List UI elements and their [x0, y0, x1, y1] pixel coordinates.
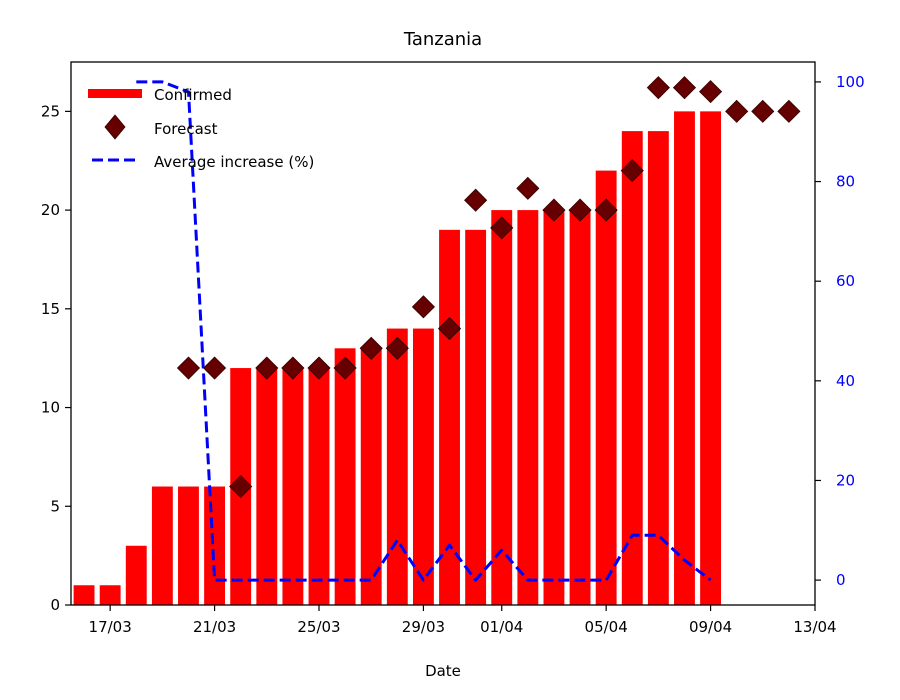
forecast-markers-layer	[176, 76, 801, 499]
forecast-marker	[281, 356, 305, 380]
forecast-marker	[777, 99, 801, 123]
x-tick-label: 05/04	[585, 618, 628, 636]
forecast-marker	[411, 295, 435, 319]
forecast-marker	[725, 99, 749, 123]
bar-confirmed	[517, 210, 539, 605]
forecast-marker	[464, 188, 488, 212]
legend-swatch-forecast	[104, 114, 126, 140]
x-axis: 17/03 21/03 25/03 29/03 01/04 05/04 09/04 13/04	[89, 605, 837, 636]
forecast-marker	[359, 336, 383, 360]
bar-confirmed	[256, 368, 278, 605]
y-right-tick-label: 0	[836, 571, 846, 589]
bar-confirmed	[674, 111, 695, 605]
y-left-tick-label: 10	[41, 399, 60, 417]
bar-confirmed	[647, 131, 669, 606]
forecast-marker	[751, 99, 775, 123]
bars-layer	[73, 111, 722, 606]
y-right-tick-label: 100	[836, 73, 865, 91]
y-left-tick-label: 25	[41, 102, 60, 120]
bar-confirmed	[439, 229, 460, 605]
forecast-marker	[176, 356, 201, 380]
y-left-tick-label: 20	[41, 201, 60, 219]
forecast-marker	[203, 356, 227, 380]
forecast-marker	[542, 198, 566, 222]
plot-frame	[70, 61, 816, 606]
bar-confirmed	[700, 111, 722, 605]
forecast-marker	[333, 356, 357, 380]
bar-confirmed	[99, 585, 121, 605]
forecast-marker	[516, 176, 540, 200]
bar-confirmed	[282, 368, 304, 605]
x-axis-label: Date	[425, 662, 461, 680]
bar-confirmed	[569, 210, 591, 605]
bar-confirmed	[334, 348, 356, 605]
forecast-marker	[307, 356, 331, 380]
legend: Confirmed Forecast Average increase (%)	[88, 86, 314, 171]
x-tick-label: 17/03	[89, 618, 132, 636]
forecast-marker	[672, 76, 697, 100]
y-left-tick-label: 15	[41, 300, 60, 318]
forecast-marker	[646, 76, 670, 100]
legend-swatch-confirmed	[88, 89, 142, 98]
legend-label-confirmed: Confirmed	[154, 86, 232, 104]
legend-label-forecast: Forecast	[154, 120, 218, 138]
forecast-marker	[229, 474, 253, 499]
bar-confirmed	[412, 328, 434, 605]
bar-confirmed	[360, 348, 382, 605]
bar-confirmed	[491, 210, 513, 605]
bar-confirmed	[125, 545, 147, 605]
bar-confirmed	[204, 486, 226, 605]
chart-title: Tanzania	[403, 29, 482, 50]
forecast-marker	[620, 159, 644, 183]
bar-confirmed	[151, 486, 173, 605]
x-tick-label: 09/04	[689, 618, 732, 636]
y-right-tick-label: 60	[836, 272, 855, 290]
forecast-marker	[437, 316, 462, 341]
x-tick-label: 21/03	[193, 618, 236, 636]
bar-confirmed	[621, 131, 643, 606]
bar-confirmed	[595, 170, 617, 605]
y-left-tick-label: 0	[50, 596, 60, 614]
average-line-layer	[136, 80, 712, 582]
bar-confirmed	[543, 210, 565, 605]
y-left-tick-label: 5	[50, 497, 60, 515]
average-increase-line	[136, 80, 712, 582]
x-tick-label: 29/03	[402, 618, 445, 636]
forecast-marker	[490, 216, 514, 240]
forecast-marker	[594, 198, 618, 222]
forecast-marker	[385, 336, 409, 360]
forecast-marker	[255, 356, 279, 380]
forecast-marker	[699, 80, 723, 104]
y-axis-left: 0 5 10 15 20 25	[41, 102, 71, 614]
y-right-tick-label: 40	[836, 372, 855, 390]
bar-confirmed	[465, 229, 487, 605]
bar-confirmed	[386, 328, 408, 605]
y-right-tick-label: 80	[836, 173, 855, 191]
x-tick-label: 25/03	[297, 618, 340, 636]
x-tick-label: 01/04	[480, 618, 523, 636]
bar-confirmed	[308, 368, 330, 605]
y-axis-right: 0 20 40 60 80 100	[815, 73, 865, 589]
bar-confirmed	[178, 486, 199, 605]
bar-confirmed	[73, 585, 95, 605]
y-right-tick-label: 20	[836, 471, 855, 489]
x-tick-label: 13/04	[793, 618, 836, 636]
legend-label-average: Average increase (%)	[154, 153, 314, 171]
forecast-marker	[568, 198, 592, 222]
